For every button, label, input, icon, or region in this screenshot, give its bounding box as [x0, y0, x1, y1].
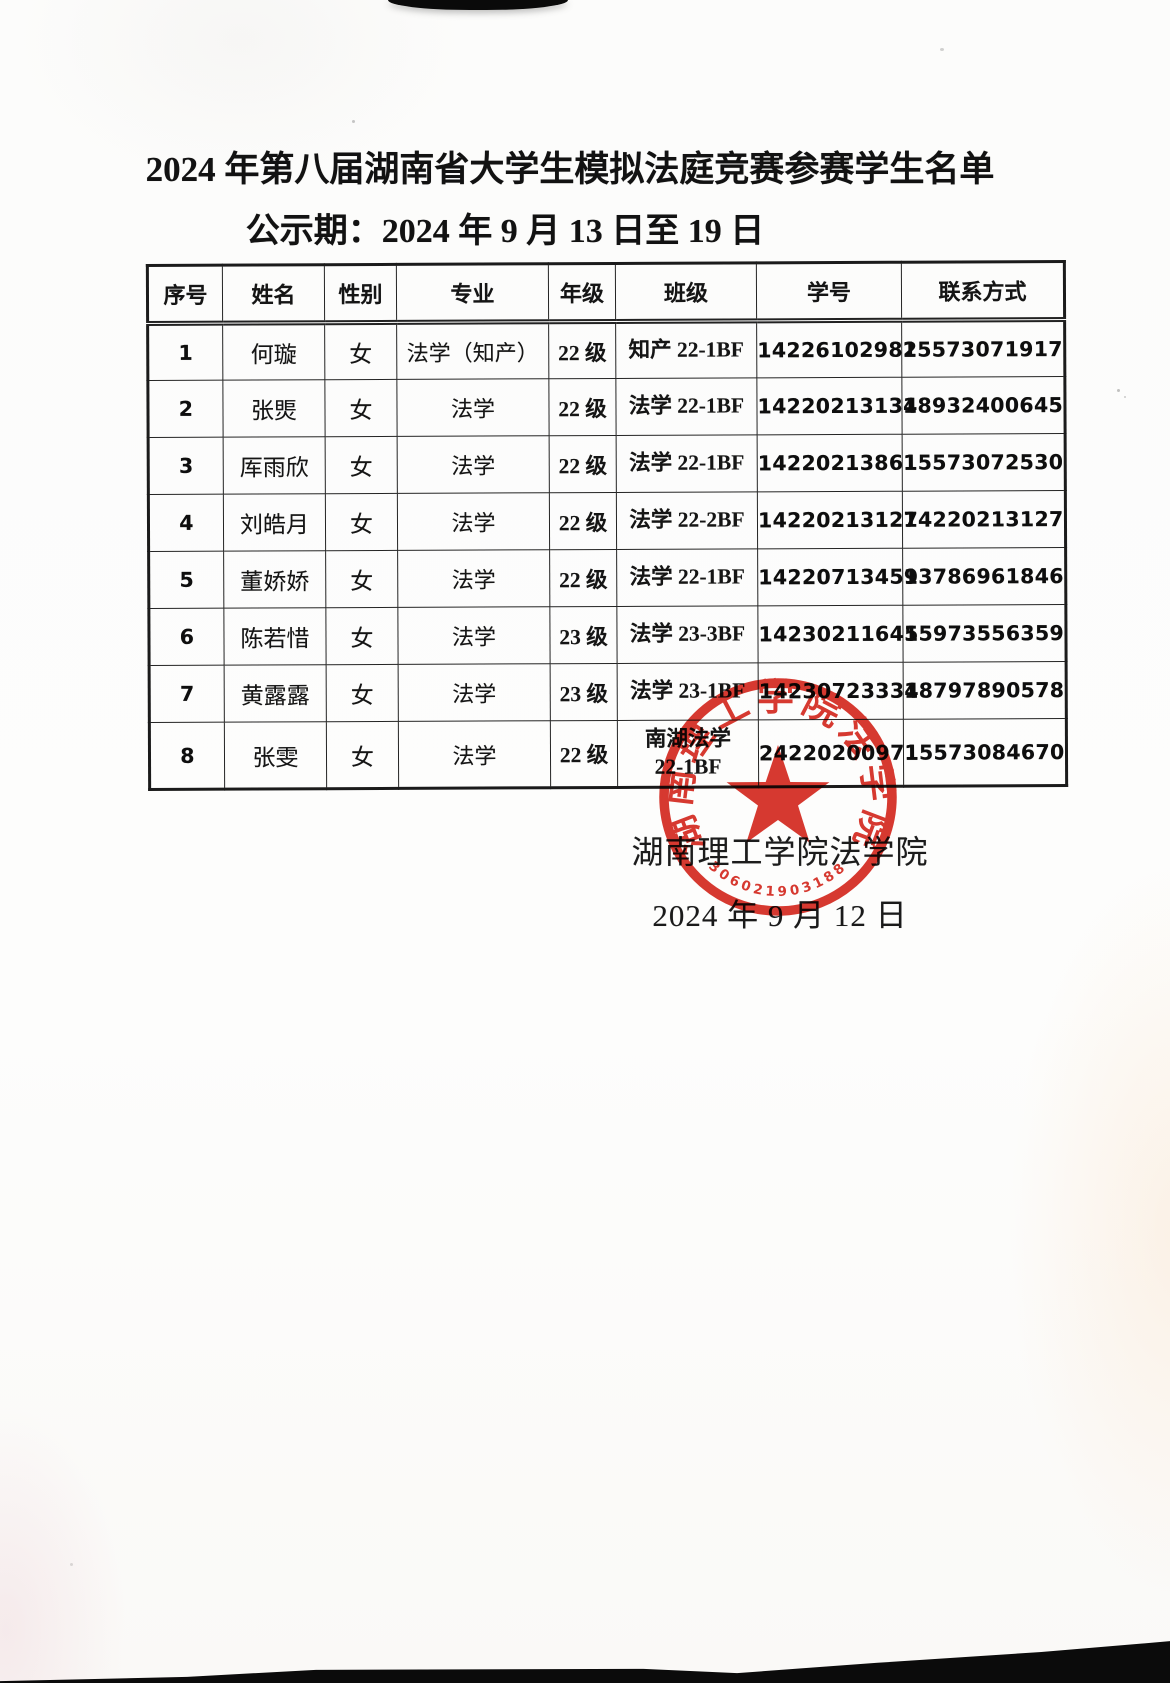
scan-artifact-top [388, 0, 568, 10]
paper-speck [1124, 396, 1126, 398]
table-cell: 5 [148, 551, 224, 609]
table-cell: 18797890578 [903, 661, 1067, 720]
table-cell: 女 [325, 550, 398, 608]
table-row: 4 刘皓月女法学 22 级法学 22-2BF 14220213127 142202131… [148, 490, 1066, 552]
table-cell: 女 [324, 322, 397, 380]
table-cell: 1 [147, 323, 223, 381]
table-cell: 2 [147, 380, 224, 438]
table-cell: 刘皓月 [223, 493, 326, 552]
table-cell: 3 [148, 437, 224, 495]
table-cell: 法学 [398, 663, 551, 722]
table-cell: 法学 [397, 606, 551, 665]
column-header-index: 序号 [147, 265, 223, 324]
table-cell: 厍雨欣 [223, 436, 326, 495]
table-cell: 法学 22-2BF [616, 491, 758, 550]
column-header-contact: 联系方式 [901, 261, 1065, 321]
seal-ring [659, 678, 897, 916]
column-header-class: 班级 [615, 262, 757, 322]
table-cell: 13786961846 [902, 547, 1066, 606]
paper-speck [352, 120, 355, 123]
table-cell: 董娇娇 [223, 550, 326, 609]
table-cell: 知产 22-1BF [615, 320, 757, 379]
table-cell: 14226102982 [756, 320, 917, 378]
table-cell: 22 级 [549, 492, 617, 550]
column-header-name: 姓名 [222, 264, 325, 324]
table-cell: 张雯 [224, 721, 327, 790]
table-cell: 7 [149, 665, 225, 723]
table-cell: 女 [324, 379, 398, 437]
table-cell: 法学 [396, 378, 550, 437]
table-cell: 法学（知产） [396, 321, 549, 380]
table-cell: 女 [325, 607, 399, 665]
table-cell: 14220213134 [756, 377, 918, 435]
table-cell: 法学 22-1BF [615, 377, 758, 436]
paper-speck [70, 1563, 73, 1566]
table-cell: 法学 22-1BF [616, 548, 758, 607]
paper-speck [1117, 389, 1120, 392]
table-row: 2 张煚女法学 22 级法学 22-1BF 14220213134 1893240064… [147, 376, 1066, 438]
table-cell: 法学 [397, 435, 550, 494]
table-row: 6 陈若惜女法学 23 级法学 23-3BF 14230211645 159735563… [148, 604, 1067, 666]
table-cell: 22 级 [549, 549, 617, 607]
table-cell: 14230211645 [757, 605, 919, 663]
paper-speck [940, 48, 944, 51]
column-header-student-id: 学号 [756, 262, 902, 321]
column-header-gender: 性别 [324, 264, 397, 323]
table-cell: 女 [325, 493, 398, 551]
table-row: 3 厍雨欣女法学 22 级法学 22-1BF 14220213861 155730725… [148, 433, 1066, 495]
table-cell: 14220713459 [757, 548, 918, 606]
table-header-row: 序号 姓名 性别 专业 年级 班级 学号 联系方式 [147, 261, 1065, 324]
publicity-period: 公示期：2024 年 9 月 13 日至 19 日 [245, 213, 765, 250]
table-cell: 4 [148, 494, 224, 552]
table-cell: 15573072530 [902, 433, 1066, 492]
table-cell: 法学 [397, 492, 550, 551]
table-cell: 23 级 [549, 606, 618, 664]
table-cell: 法学 [398, 720, 551, 789]
students-table-body: 1 何璇女法学（知产） 22 级知产 22-1BF 14226102982 155730… [147, 319, 1067, 790]
table-cell: 22 级 [548, 321, 616, 379]
table-cell: 女 [326, 721, 399, 789]
table-cell: 女 [326, 664, 399, 722]
column-header-grade: 年级 [548, 263, 616, 322]
table-cell: 女 [325, 436, 398, 494]
table-row: 7 黄露露女法学 23 级法学 23-1BF 14230723334 187978905… [149, 661, 1067, 723]
document-title: 2024 年第八届湖南省大学生模拟法庭竞赛参赛学生名单 [145, 150, 995, 189]
table-cell: 23 级 [550, 663, 618, 721]
table-cell: 6 [148, 608, 225, 666]
table-cell: 22 级 [548, 378, 617, 436]
table-cell: 22 级 [550, 720, 618, 788]
table-cell: 黄露露 [224, 664, 327, 723]
students-table: 序号 姓名 性别 专业 年级 班级 学号 联系方式 1 何璇女法学（知产） 22 级… [145, 259, 1069, 792]
column-header-major: 专业 [396, 263, 549, 323]
table-cell: 8 [149, 722, 225, 790]
seal-star-icon [726, 745, 830, 843]
scan-artifact-bottom [0, 1641, 1170, 1683]
table-cell: 18932400645 [901, 376, 1066, 435]
table-cell: 法学 22-1BF [616, 434, 758, 493]
table-cell: 14220213127 [902, 490, 1066, 549]
table-cell: 法学 23-3BF [616, 605, 759, 664]
table-row: 8 张雯女法学 22 级南湖法学 22-1BF 24220200971 15573084… [149, 718, 1067, 790]
table-row: 1 何璇女法学（知产） 22 级知产 22-1BF 14226102982 155730… [147, 319, 1065, 381]
table-cell: 张煚 [222, 379, 326, 438]
table-row: 5 董娇娇女法学 22 级法学 22-1BF 14220713459 137869618… [148, 547, 1066, 609]
table-cell: 14220213127 [757, 491, 918, 549]
table-cell: 15573084670 [903, 718, 1067, 787]
table-cell: 14220213861 [757, 434, 918, 492]
table-cell: 15973556359 [902, 604, 1067, 663]
table-cell: 22 级 [549, 435, 617, 493]
official-seal-stamp: 湖南理工学院法学院 306021903188 [656, 676, 897, 916]
table-cell: 15573071917 [901, 319, 1065, 378]
table-cell: 陈若惜 [223, 607, 327, 666]
table-cell: 何璇 [222, 322, 325, 381]
table-cell: 法学 [397, 549, 550, 608]
